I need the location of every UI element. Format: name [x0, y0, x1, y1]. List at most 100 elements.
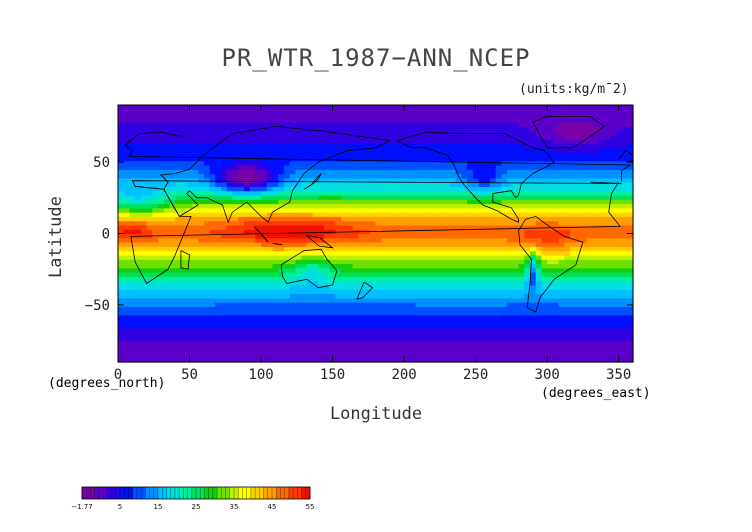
heatmap-cell: [449, 229, 457, 235]
heatmap-cell: [398, 259, 405, 265]
heatmap-cell: [570, 336, 577, 342]
heatmap-cell: [461, 259, 468, 265]
heatmap-cell: [615, 250, 623, 256]
heatmap-cell: [507, 182, 514, 187]
heatmap-cell: [135, 156, 142, 162]
heatmap-cell: [152, 267, 159, 273]
heatmap-cell: [192, 203, 199, 209]
heatmap-cell: [627, 177, 634, 183]
heatmap-cell: [386, 143, 394, 149]
heatmap-cell: [404, 147, 411, 153]
heatmap-cell: [175, 336, 182, 342]
heatmap-cell: [221, 190, 228, 196]
heatmap-cell: [409, 190, 417, 196]
heatmap-cell: [158, 147, 165, 153]
heatmap-cell: [186, 319, 193, 325]
heatmap-cell: [575, 194, 583, 200]
heatmap-cell: [364, 164, 371, 170]
heatmap-cell: [312, 152, 319, 157]
heatmap-cell: [615, 344, 623, 350]
heatmap-cell: [501, 156, 508, 162]
heatmap-cell: [129, 186, 136, 192]
heatmap-cell: [455, 139, 462, 145]
heatmap-cell: [518, 212, 525, 217]
heatmap-cell: [346, 267, 354, 273]
heatmap-cell: [232, 173, 239, 179]
heatmap-cell: [329, 139, 337, 145]
heatmap-cell: [495, 182, 502, 187]
heatmap-cell: [226, 152, 234, 157]
heatmap-cell: [123, 173, 131, 179]
heatmap-cell: [404, 233, 411, 239]
heatmap-cell: [507, 220, 514, 226]
heatmap-cell: [507, 164, 514, 170]
heatmap-cell: [346, 302, 354, 307]
heatmap-cell: [118, 199, 125, 205]
heatmap-cell: [135, 237, 142, 243]
heatmap-cell: [306, 254, 314, 260]
heatmap-cell: [295, 340, 302, 346]
heatmap-cell: [238, 310, 245, 316]
heatmap-cell: [278, 280, 285, 286]
heatmap-cell: [438, 220, 445, 226]
heatmap-cell: [398, 340, 405, 346]
heatmap-cell: [169, 357, 176, 363]
heatmap-cell: [524, 220, 531, 226]
heatmap-cell: [283, 143, 291, 149]
heatmap-cell: [375, 216, 382, 222]
heatmap-cell: [524, 152, 531, 157]
heatmap-cell: [547, 164, 554, 170]
heatmap-cell: [192, 267, 199, 273]
heatmap-cell: [266, 284, 274, 290]
heatmap-cell: [341, 254, 348, 260]
heatmap-cell: [158, 340, 165, 346]
heatmap-cell: [289, 169, 296, 175]
heatmap-cell: [152, 293, 159, 299]
heatmap-cell: [409, 130, 417, 136]
heatmap-cell: [495, 169, 502, 175]
heatmap-cell: [530, 332, 537, 337]
heatmap-cell: [552, 259, 560, 265]
heatmap-cell: [478, 173, 485, 179]
heatmap-cell: [467, 267, 474, 273]
heatmap-cell: [467, 254, 474, 260]
heatmap-cell: [575, 319, 583, 325]
heatmap-cell: [427, 310, 434, 316]
heatmap-cell: [221, 147, 228, 153]
heatmap-cell: [289, 164, 296, 170]
heatmap-cell: [530, 233, 537, 239]
heatmap-cell: [512, 314, 520, 320]
heatmap-cell: [175, 152, 182, 157]
heatmap-cell: [552, 186, 560, 192]
heatmap-cell: [415, 186, 422, 192]
heatmap-cell: [472, 134, 480, 140]
heatmap-cell: [524, 319, 531, 325]
heatmap-cell: [243, 289, 251, 295]
heatmap-cell: [438, 126, 445, 132]
heatmap-cell: [364, 156, 371, 162]
heatmap-cell: [180, 212, 188, 217]
heatmap-cell: [163, 302, 171, 307]
heatmap-cell: [324, 186, 331, 192]
heatmap-cell: [226, 182, 234, 187]
heatmap-cell: [364, 152, 371, 157]
heatmap-cell: [598, 246, 605, 252]
heatmap-cell: [610, 310, 617, 316]
heatmap-cell: [381, 220, 388, 226]
heatmap-cell: [415, 237, 422, 243]
heatmap-cell: [432, 284, 440, 290]
heatmap-cell: [552, 297, 560, 303]
heatmap-cell: [404, 254, 411, 260]
heatmap-cell: [278, 250, 285, 256]
heatmap-cell: [140, 242, 148, 247]
heatmap-cell: [135, 143, 142, 149]
heatmap-cell: [621, 190, 628, 196]
heatmap-cell: [146, 246, 153, 252]
heatmap-cell: [552, 216, 560, 222]
heatmap-cell: [364, 199, 371, 205]
heatmap-cell: [495, 263, 502, 269]
heatmap-cell: [461, 267, 468, 273]
heatmap-cell: [301, 297, 308, 303]
heatmap-cell: [266, 199, 274, 205]
heatmap-cell: [398, 310, 405, 316]
